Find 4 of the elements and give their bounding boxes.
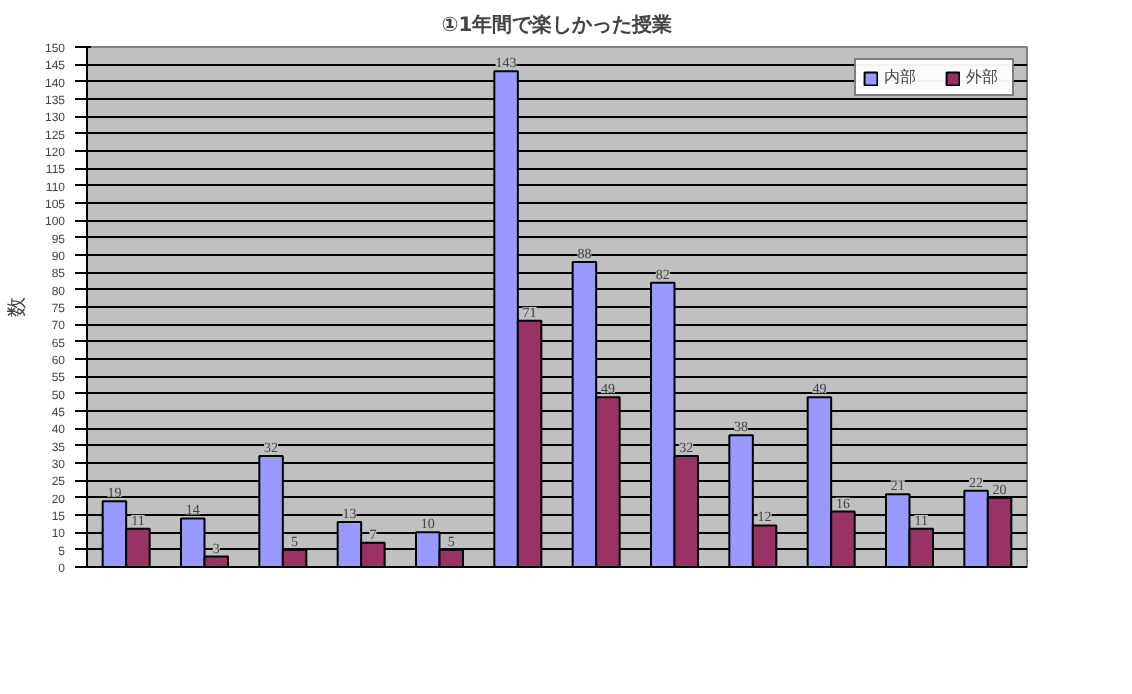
chart-title: ①1年間で楽しかった授業: [441, 13, 673, 37]
legend-label: 内部: [884, 66, 918, 88]
legend-label: 外部: [966, 66, 1000, 88]
y-axis-title: 数: [6, 297, 29, 317]
